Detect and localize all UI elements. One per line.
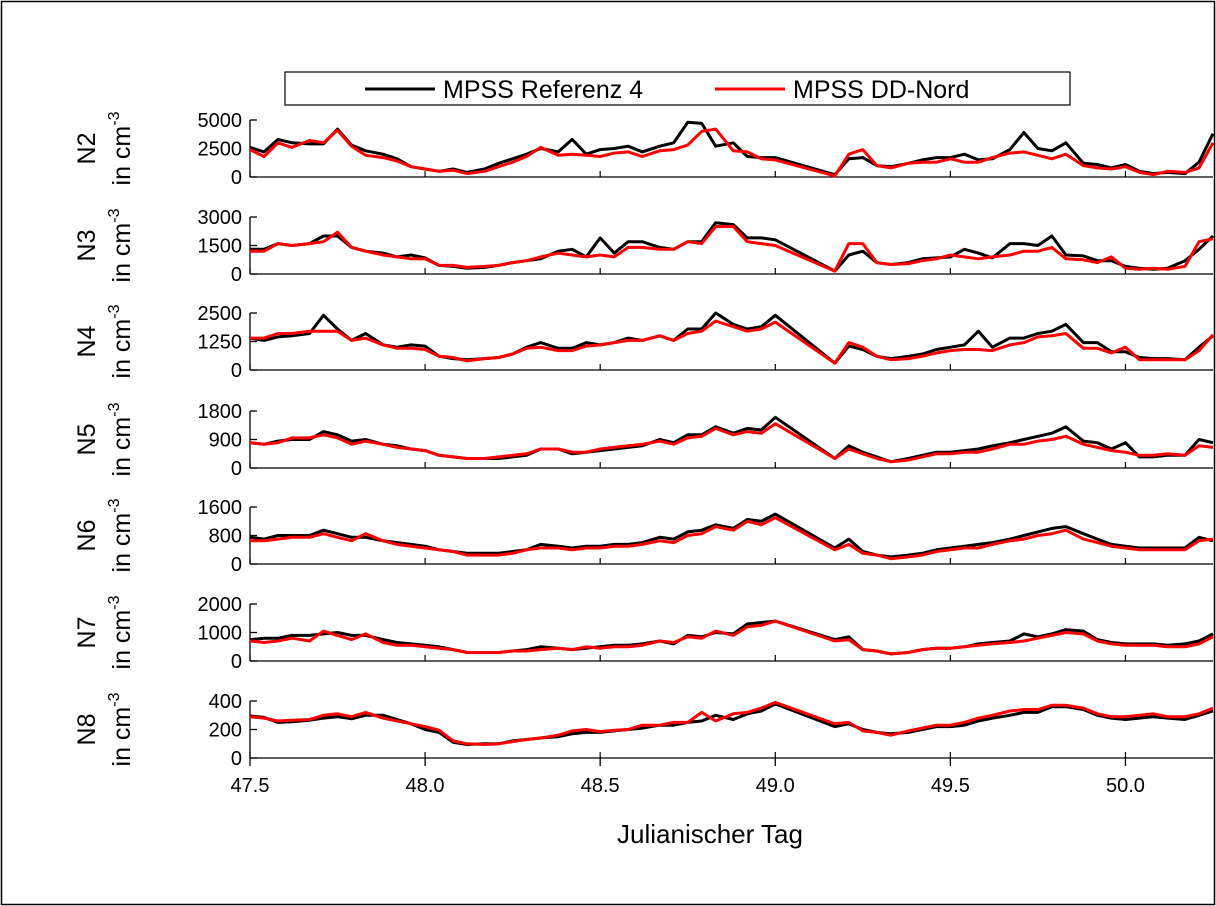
y-tick-label: 1000 bbox=[198, 623, 243, 645]
x-axis-title: Julianischer Tag bbox=[617, 819, 803, 849]
y-tick-label: 0 bbox=[231, 748, 242, 770]
y-tick-label: 800 bbox=[209, 526, 242, 548]
y-tick-label: 2000 bbox=[198, 594, 243, 616]
x-tick-label: 47.5 bbox=[231, 775, 270, 797]
y-tick-label: 0 bbox=[231, 167, 242, 189]
y-tick-label: 5000 bbox=[198, 110, 243, 132]
series-line-referenz-4 bbox=[249, 311, 1214, 365]
y-tick-label: 900 bbox=[209, 430, 242, 452]
panel-label: N6 bbox=[73, 520, 101, 552]
series-line-dd-nord bbox=[249, 422, 1214, 464]
x-axis: 47.5 48.0 48.5 49.0 49.5 50.0 bbox=[231, 758, 1145, 797]
series-line-dd-nord bbox=[250, 516, 1214, 561]
series-line-dd-nord bbox=[249, 619, 1214, 656]
panel-label: N7 bbox=[73, 617, 101, 649]
y-tick-label: 2500 bbox=[198, 139, 243, 161]
panel-label: N4 bbox=[73, 325, 101, 357]
x-tick-label: 48.0 bbox=[406, 775, 445, 797]
y-tick-label: 200 bbox=[209, 720, 242, 742]
y-tick-label: 0 bbox=[231, 651, 242, 673]
series-line-dd-nord bbox=[250, 319, 1215, 365]
y-tick-label: 400 bbox=[209, 691, 242, 713]
x-tick-label: 49.0 bbox=[756, 775, 795, 797]
legend-label-dd-nord: MPSS DD-Nord bbox=[793, 76, 969, 104]
series-line-dd-nord bbox=[249, 127, 1215, 178]
y-tick-label: 3000 bbox=[198, 207, 243, 229]
panel-label: N8 bbox=[73, 714, 101, 746]
x-tick-label: 49.5 bbox=[931, 775, 970, 797]
x-tick-label: 50.0 bbox=[1106, 775, 1145, 797]
series-line-referenz-4 bbox=[250, 221, 1215, 273]
panel-label: N5 bbox=[73, 424, 101, 456]
y-tick-label: 1500 bbox=[198, 236, 243, 258]
y-tick-label: 0 bbox=[231, 458, 242, 480]
y-tick-label: 0 bbox=[231, 360, 242, 382]
y-tick-label: 2500 bbox=[198, 303, 243, 325]
panel-label: N2 bbox=[73, 133, 101, 165]
y-tick-label: 0 bbox=[231, 554, 242, 576]
series-line-dd-nord bbox=[250, 225, 1214, 273]
y-tick-label: 0 bbox=[231, 264, 242, 286]
x-tick-label: 48.5 bbox=[581, 775, 620, 797]
legend-label-reference: MPSS Referenz 4 bbox=[443, 76, 643, 104]
y-tick-label: 1250 bbox=[198, 332, 243, 354]
series-line-dd-nord bbox=[249, 700, 1214, 746]
y-tick-label: 1600 bbox=[198, 497, 243, 519]
series-line-referenz-4 bbox=[249, 512, 1214, 559]
legend: MPSS Referenz 4 MPSS DD-Nord bbox=[284, 71, 1071, 106]
panel-label: N3 bbox=[73, 230, 101, 262]
y-tick-label: 1800 bbox=[198, 401, 243, 423]
